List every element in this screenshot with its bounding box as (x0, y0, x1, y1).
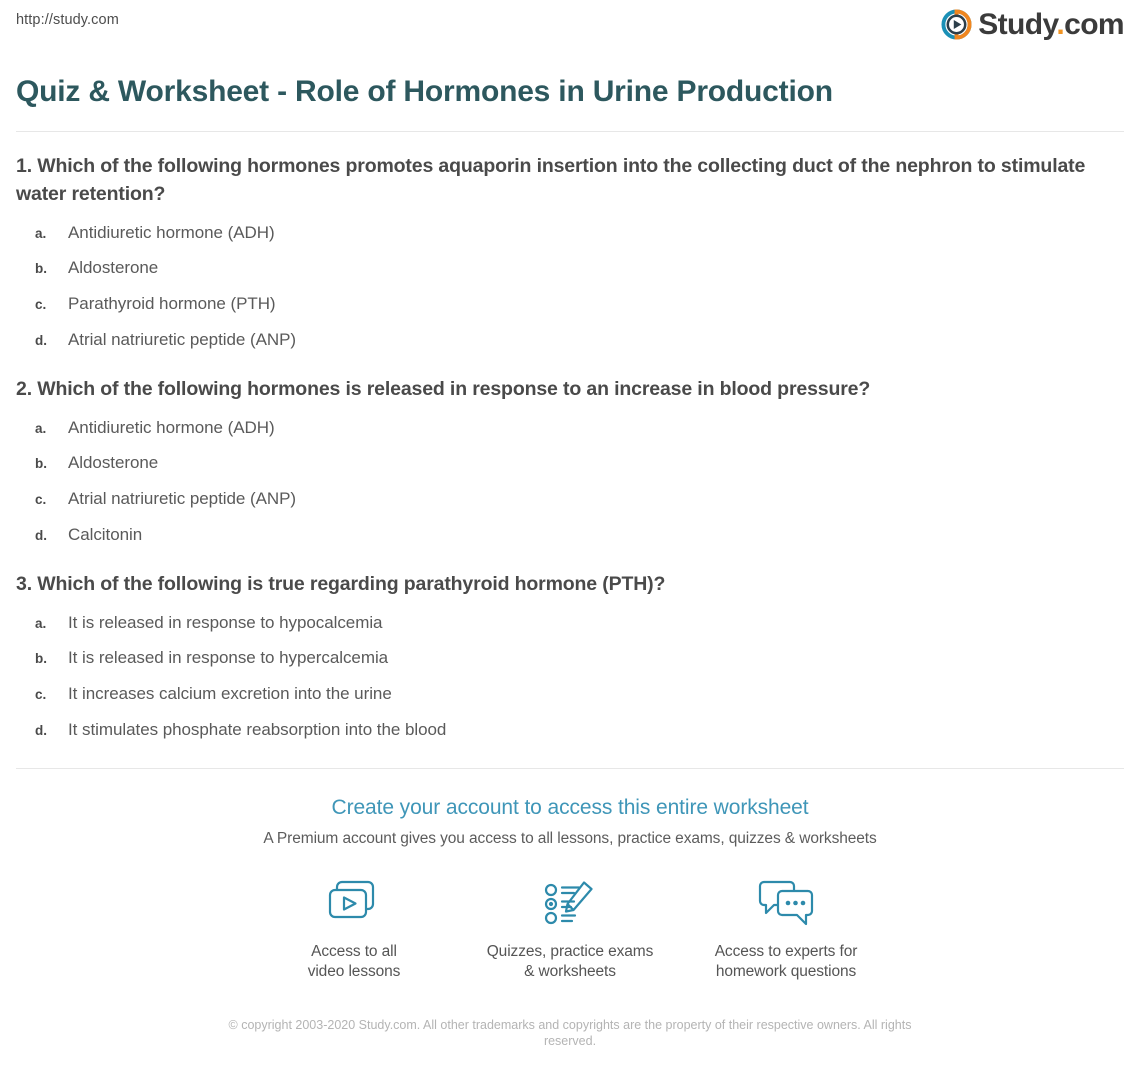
option-letter: d. (35, 722, 47, 738)
create-account-link[interactable]: Create your account to access this entir… (331, 796, 809, 820)
option-c[interactable]: c. It increases calcium excretion into t… (16, 676, 1124, 712)
option-text: It increases calcium excretion into the … (68, 683, 392, 703)
option-text: Atrial natriuretic peptide (ANP) (68, 488, 296, 508)
option-text: It is released in response to hypocalcem… (68, 612, 383, 632)
option-a[interactable]: a. Antidiuretic hormone (ADH) (16, 215, 1124, 251)
option-letter: d. (35, 332, 47, 348)
logo-wordmark: Study.com (978, 7, 1124, 41)
option-letter: a. (35, 225, 47, 241)
option-c[interactable]: c. Atrial natriuretic peptide (ANP) (16, 481, 1124, 517)
option-a[interactable]: a. It is released in response to hypocal… (16, 605, 1124, 641)
option-letter: c. (35, 296, 47, 312)
option-text: Calcitonin (68, 524, 143, 544)
site-url: http://study.com (16, 12, 119, 28)
feature-experts: Access to experts for homework questions (678, 875, 894, 982)
option-letter: c. (35, 491, 47, 507)
option-letter: b. (35, 651, 47, 667)
answer-options: a. Antidiuretic hormone (ADH) b. Aldoste… (16, 215, 1124, 358)
feature-caption-line2: video lessons (307, 963, 401, 981)
option-text: Atrial natriuretic peptide (ANP) (68, 329, 296, 349)
feature-caption: Access to all video lessons (246, 942, 462, 982)
option-letter: d. (35, 527, 47, 543)
chat-bubbles-icon (678, 875, 894, 933)
option-text: Antidiuretic hormone (ADH) (68, 222, 275, 242)
feature-caption-line2: & worksheets (524, 963, 616, 981)
option-c[interactable]: c. Parathyroid hormone (PTH) (16, 286, 1124, 322)
question-text: 2. Which of the following hormones is re… (16, 378, 871, 401)
feature-caption-line2: homework questions (715, 963, 857, 981)
feature-video-lessons: Access to all video lessons (246, 875, 462, 982)
answer-options: a. Antidiuretic hormone (ADH) b. Aldoste… (16, 410, 1124, 553)
option-d[interactable]: d. Atrial natriuretic peptide (ANP) (16, 322, 1124, 358)
question-block: 2. Which of the following hormones is re… (16, 375, 1124, 552)
feature-caption: Quizzes, practice exams & worksheets (462, 942, 678, 982)
option-a[interactable]: a. Antidiuretic hormone (ADH) (16, 410, 1124, 446)
feature-caption-line1: Access to all (311, 943, 397, 961)
footer-divider (16, 768, 1124, 770)
answer-options: a. It is released in response to hypocal… (16, 605, 1124, 748)
feature-list: Access to all video lessons (16, 875, 1124, 982)
page-title: Quiz & Worksheet - Role of Hormones in U… (16, 75, 833, 108)
option-letter: c. (35, 686, 47, 702)
quiz-pencil-icon (462, 875, 678, 933)
option-text: Parathyroid hormone (PTH) (68, 293, 276, 313)
option-b[interactable]: b. Aldosterone (16, 445, 1124, 481)
study-com-logo[interactable]: Study.com (941, 7, 1125, 41)
logo-tld: com (1064, 7, 1124, 41)
option-text: Aldosterone (68, 453, 159, 473)
option-text: It stimulates phosphate reabsorption int… (68, 719, 447, 739)
copyright-notice: © copyright 2003-2020 Study.com. All oth… (228, 1017, 912, 1049)
feature-caption: Access to experts for homework questions (678, 942, 894, 982)
option-letter: b. (35, 261, 47, 277)
logo-dot: . (1056, 7, 1065, 41)
option-b[interactable]: b. It is released in response to hyperca… (16, 640, 1124, 676)
question-block: 3. Which of the following is true regard… (16, 570, 1124, 747)
option-letter: a. (35, 420, 47, 436)
video-lessons-icon (246, 875, 462, 933)
page-header: http://study.com Study.com (0, 0, 1140, 56)
title-divider (16, 131, 1124, 132)
option-text: Aldosterone (68, 258, 159, 278)
feature-quizzes: Quizzes, practice exams & worksheets (462, 875, 678, 982)
option-text: It is released in response to hypercalce… (68, 648, 389, 668)
play-circle-icon (941, 9, 972, 40)
questions-list: 1. Which of the following hormones promo… (16, 132, 1124, 747)
premium-subtitle: A Premium account gives you access to al… (263, 830, 877, 848)
option-letter: b. (35, 456, 47, 472)
option-d[interactable]: d. It stimulates phosphate reabsorption … (16, 712, 1124, 748)
option-d[interactable]: d. Calcitonin (16, 517, 1124, 553)
feature-caption-line1: Access to experts for (714, 943, 858, 961)
feature-caption-line1: Quizzes, practice exams (486, 943, 654, 961)
question-text: 3. Which of the following is true regard… (16, 573, 666, 596)
logo-name: Study (978, 7, 1057, 41)
question-text: 1. Which of the following hormones promo… (16, 155, 1086, 206)
option-text: Antidiuretic hormone (ADH) (68, 417, 275, 437)
question-block: 1. Which of the following hormones promo… (16, 152, 1124, 357)
option-letter: a. (35, 615, 47, 631)
option-b[interactable]: b. Aldosterone (16, 250, 1124, 286)
upsell-section: Create your account to access this entir… (16, 769, 1124, 1050)
